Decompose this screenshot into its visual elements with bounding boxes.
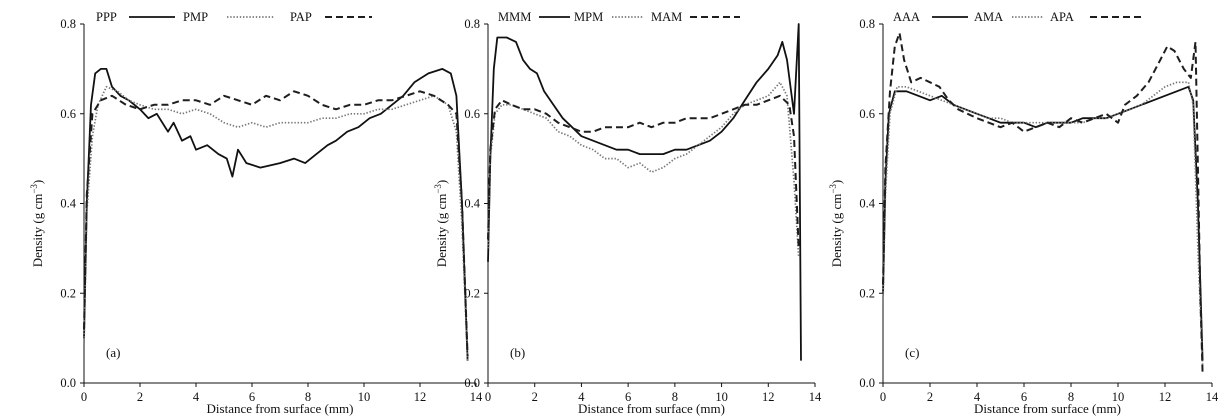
chart-panel-3: 0.0 0.2 0.4 0.6 0.8 0 2 4 6 8 10 12 14 Distance from … [828, 10, 1219, 416]
y-tick-label: 0.6 [464, 107, 480, 121]
y-tick-label: 0.4 [464, 197, 480, 211]
series-line-ama [882, 81, 1204, 366]
y-tick-label: 0.8 [859, 17, 875, 31]
panel-label: (b) [510, 345, 525, 360]
legend-label-ama: AMA [974, 10, 1003, 24]
y-tick-label: 0.8 [60, 17, 76, 31]
x-tick-label: 8 [305, 390, 311, 404]
chart-panel-1: 0.0 0.2 0.4 0.6 0.8 0 2 4 6 8 10 12 14 Distance from … [29, 10, 483, 416]
legend-label-pap: PAP [290, 10, 312, 24]
x-tick-label: 4 [974, 390, 981, 404]
y-tick-label: 0.2 [60, 286, 76, 300]
x-tick-label: 2 [927, 390, 933, 404]
y-tick-label: 0.0 [464, 376, 480, 390]
x-axis-title: Distance from surface (mm) [974, 401, 1121, 416]
legend-label-pmp: PMP [183, 10, 208, 24]
x-tick-label: 8 [672, 390, 678, 404]
series-line-apa [882, 32, 1204, 375]
y-tick-label: 0.4 [859, 197, 875, 211]
legend-label-mmm: MMM [498, 10, 531, 24]
series-line-pap [83, 90, 469, 357]
series-line-mpm [487, 81, 800, 258]
y-tick-label: 0.8 [464, 17, 480, 31]
x-tick-label: 14 [470, 390, 483, 404]
y-tick-label: 0.4 [60, 197, 76, 211]
x-tick-label: 10 [715, 390, 728, 404]
x-tick-label: 4 [578, 390, 585, 404]
x-tick-label: 10 [358, 390, 371, 404]
x-tick-label: 8 [1068, 390, 1074, 404]
series-line-ppp [83, 68, 469, 361]
x-tick-label: 0 [81, 390, 87, 404]
series-line-mam [487, 94, 800, 249]
y-tick-label: 0.2 [464, 286, 480, 300]
y-tick-label: 0.2 [859, 286, 875, 300]
y-tick-label: 0.0 [60, 376, 76, 390]
x-tick-label: 6 [625, 390, 631, 404]
x-tick-label: 0 [485, 390, 491, 404]
y-tick-label: 0.6 [859, 107, 875, 121]
x-tick-label: 14 [809, 390, 822, 404]
x-tick-label: 6 [249, 390, 255, 404]
legend-label-ppp: PPP [96, 10, 117, 24]
x-tick-label: 2 [532, 390, 538, 404]
x-tick-label: 12 [1159, 390, 1172, 404]
x-tick-label: 0 [880, 390, 886, 404]
x-axis-title: Distance from surface (mm) [578, 401, 725, 416]
legend-label-mpm: MPM [574, 10, 603, 24]
x-tick-label: 10 [1112, 390, 1125, 404]
y-tick-label: 0.0 [859, 376, 875, 390]
y-axis-title: Density (g cm−3) [433, 180, 449, 268]
y-axis-title: Density (g cm−3) [828, 180, 844, 268]
panel-label: (a) [106, 345, 120, 360]
x-tick-label: 12 [414, 390, 427, 404]
legend-label-apa: APA [1050, 10, 1074, 24]
series-line-mmm [487, 23, 802, 361]
x-tick-label: 6 [1021, 390, 1027, 404]
panel-label: (c) [905, 345, 919, 360]
x-tick-label: 2 [137, 390, 143, 404]
x-tick-label: 4 [193, 390, 200, 404]
x-tick-label: 12 [762, 390, 775, 404]
y-tick-label: 0.6 [60, 107, 76, 121]
chart-panel-2: 0.0 0.2 0.4 0.6 0.8 0 2 4 6 8 10 12 14 Distance from … [433, 10, 822, 416]
x-tick-label: 14 [1206, 390, 1219, 404]
series-line-aaa [882, 85, 1204, 361]
legend-label-mam: MAM [651, 10, 682, 24]
legend-label-aaa: AAA [893, 10, 920, 24]
x-axis-title: Distance from surface (mm) [207, 401, 354, 416]
series-line-pmp [83, 85, 469, 361]
y-axis-title: Density (g cm−3) [29, 180, 45, 268]
